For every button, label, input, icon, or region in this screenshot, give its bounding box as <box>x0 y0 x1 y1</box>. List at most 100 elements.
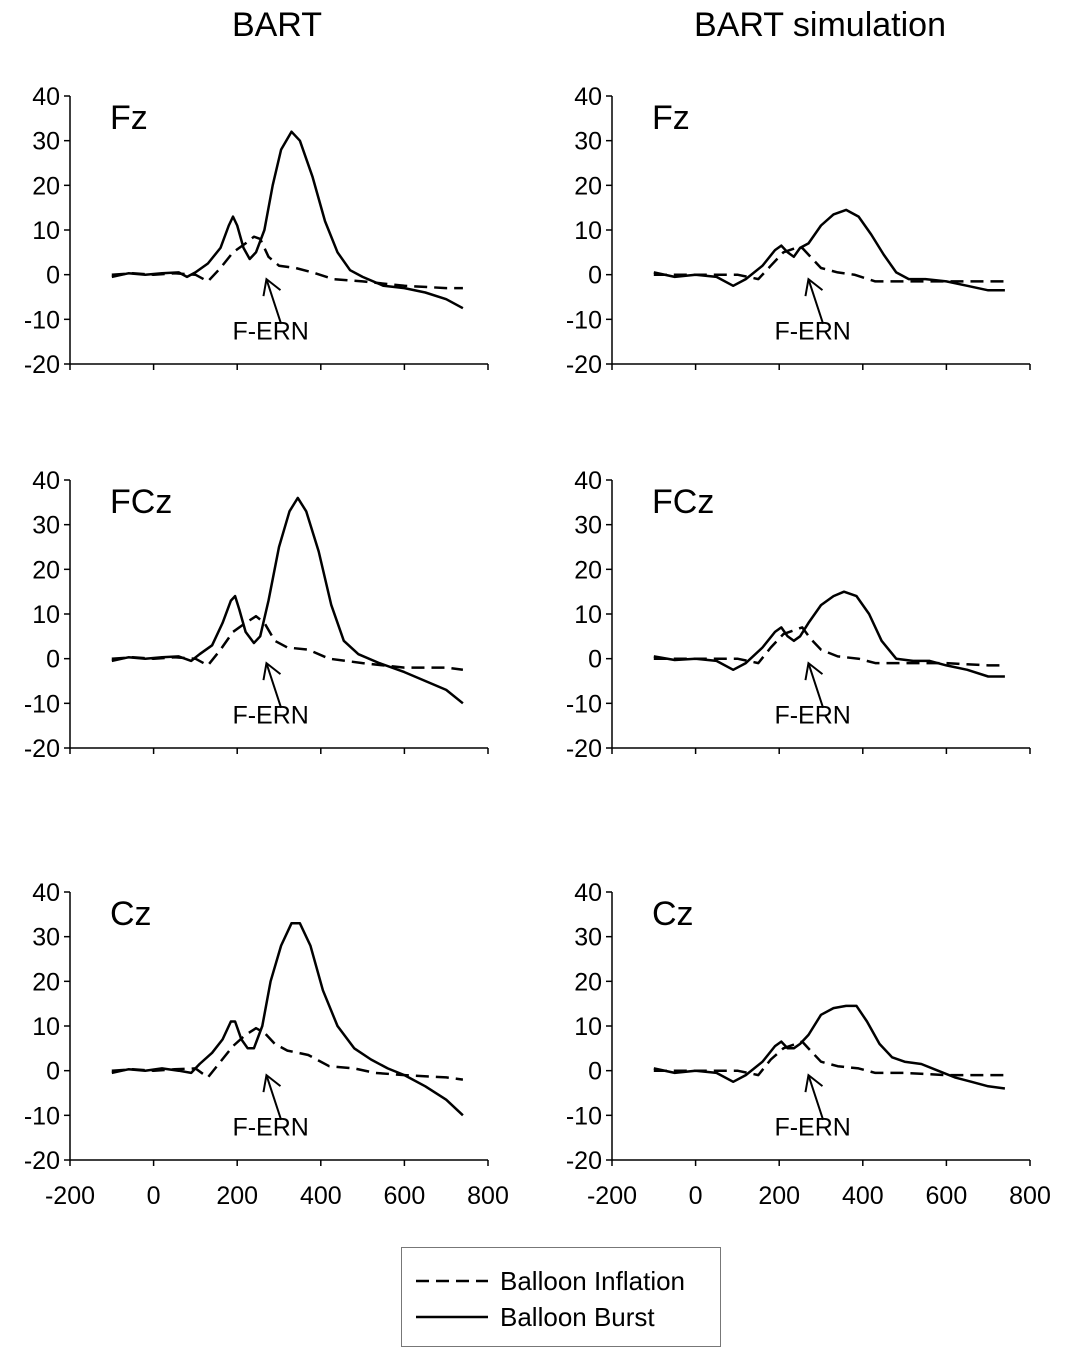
f-ern-label: F-ERN <box>774 1113 850 1141</box>
f-ern-arrow <box>807 278 825 325</box>
y-tick-label: 10 <box>32 1013 60 1041</box>
legend-item-burst: Balloon Burst <box>416 1302 655 1332</box>
panel-label: Cz <box>652 895 694 933</box>
y-tick-label: 20 <box>574 556 602 584</box>
f-ern-arrowhead <box>262 1073 282 1093</box>
series-line-balloon-burst <box>653 590 1005 678</box>
x-tick-label: -200 <box>587 1182 637 1210</box>
f-ern-arrow <box>807 662 825 709</box>
chart-panel-fz-simulation: 40 30 20 10 0 -10 -20 Fz F-ERN <box>566 83 1031 379</box>
f-ern-label: F-ERN <box>774 317 850 345</box>
y-tick-label: -10 <box>566 306 602 334</box>
column-title-bart-simulation: BART simulation <box>694 6 946 44</box>
chart-panel-cz-bart: 40 30 20 10 0 -10 -20 -200 0 200 400 600 800 Cz F-ERN <box>24 879 509 1210</box>
x-tick-label: 0 <box>689 1182 703 1210</box>
y-tick-label: -10 <box>24 1102 60 1130</box>
f-ern-arrow <box>265 662 283 709</box>
series-line-balloon-inflation <box>653 246 1005 283</box>
f-ern-arrow <box>265 1074 283 1121</box>
y-tick-label: 30 <box>32 924 60 952</box>
y-tick-label: 20 <box>32 968 60 996</box>
x-tick-label: 600 <box>926 1182 968 1210</box>
y-tick-label: 40 <box>574 879 602 907</box>
f-ern-arrowhead <box>262 661 282 681</box>
y-tick-label: -20 <box>566 351 602 379</box>
f-ern-arrow <box>807 1074 825 1121</box>
panel-label: Fz <box>652 99 690 137</box>
x-tick-label: -200 <box>45 1182 95 1210</box>
y-tick-label: 40 <box>32 83 60 111</box>
y-tick-label: -10 <box>566 690 602 718</box>
x-tick-label: 200 <box>758 1182 800 1210</box>
legend: Balloon Inflation Balloon Burst <box>401 1247 721 1347</box>
y-tick-label: 10 <box>32 217 60 245</box>
dashed-line-swatch <box>416 1279 488 1283</box>
y-tick-label: 0 <box>588 262 602 290</box>
series-line-balloon-inflation <box>653 1040 1005 1077</box>
y-tick-label: 0 <box>46 262 60 290</box>
y-tick-label: 10 <box>574 601 602 629</box>
column-title-bart: BART <box>231 6 323 44</box>
y-tick-label: 0 <box>46 646 60 674</box>
erp-figure: 40 30 20 10 0 -10 -20 Fz F-ERN 40 30 20 10 0 -10 -20 Fz F… <box>24 83 1051 1210</box>
f-ern-arrowhead <box>262 277 282 297</box>
y-tick-label: -20 <box>24 351 60 379</box>
chart-panel-cz-simulation: 40 30 20 10 0 -10 -20 -200 0 200 400 600 800 Cz F-ERN <box>566 879 1051 1210</box>
y-tick-label: -20 <box>566 735 602 763</box>
y-tick-label: 40 <box>32 467 60 495</box>
f-ern-label: F-ERN <box>774 701 850 729</box>
panel-label: Fz <box>110 99 148 137</box>
y-tick-label: 30 <box>574 512 602 540</box>
y-tick-label: -10 <box>24 690 60 718</box>
y-tick-label: 20 <box>574 968 602 996</box>
y-tick-label: 30 <box>574 924 602 952</box>
y-tick-label: 20 <box>32 172 60 200</box>
panel-label: FCz <box>652 483 714 521</box>
series-line-balloon-burst <box>653 1004 1006 1090</box>
series-line-balloon-burst <box>653 208 1005 292</box>
series-line-balloon-burst <box>111 496 464 705</box>
x-tick-label: 800 <box>467 1182 509 1210</box>
y-tick-label: -20 <box>24 1147 60 1175</box>
y-tick-label: -10 <box>566 1102 602 1130</box>
x-tick-label: 400 <box>842 1182 884 1210</box>
y-tick-label: 40 <box>574 83 602 111</box>
f-ern-label: F-ERN <box>232 317 308 345</box>
chart-panel-fz-bart: 40 30 20 10 0 -10 -20 Fz F-ERN <box>24 83 489 379</box>
y-tick-label: 40 <box>32 879 60 907</box>
x-tick-label: 400 <box>300 1182 342 1210</box>
f-ern-arrowhead <box>804 1073 824 1093</box>
f-ern-label: F-ERN <box>232 701 308 729</box>
f-ern-arrow <box>265 278 283 325</box>
x-tick-label: 200 <box>216 1182 258 1210</box>
y-tick-label: 30 <box>574 128 602 156</box>
chart-panel-fcz-bart: 40 30 20 10 0 -10 -20 FCz F-ERN <box>24 467 489 763</box>
solid-line-swatch <box>416 1315 488 1319</box>
y-tick-label: 20 <box>32 556 60 584</box>
f-ern-arrowhead <box>804 277 824 297</box>
x-tick-label: 0 <box>147 1182 161 1210</box>
legend-label-burst: Balloon Burst <box>500 1301 655 1332</box>
y-tick-label: 0 <box>588 646 602 674</box>
series-line-balloon-inflation <box>653 626 1005 667</box>
y-tick-label: 30 <box>32 128 60 156</box>
x-tick-label: 600 <box>384 1182 426 1210</box>
y-tick-label: 40 <box>574 467 602 495</box>
series-line-balloon-burst <box>111 922 464 1117</box>
legend-item-inflation: Balloon Inflation <box>416 1266 685 1296</box>
panel-label: FCz <box>110 483 172 521</box>
x-tick-label: 800 <box>1009 1182 1051 1210</box>
f-ern-label: F-ERN <box>232 1113 308 1141</box>
y-tick-label: 10 <box>32 601 60 629</box>
y-tick-label: 10 <box>574 1013 602 1041</box>
y-tick-label: 20 <box>574 172 602 200</box>
y-tick-label: -20 <box>566 1147 602 1175</box>
y-tick-label: 0 <box>46 1058 60 1086</box>
chart-panel-fcz-simulation: 40 30 20 10 0 -10 -20 FCz F-ERN <box>566 467 1031 763</box>
legend-label-inflation: Balloon Inflation <box>500 1265 686 1296</box>
y-tick-label: -10 <box>24 306 60 334</box>
f-ern-arrowhead <box>804 661 824 681</box>
series-line-balloon-inflation <box>111 1026 464 1081</box>
series-line-balloon-inflation <box>111 614 464 672</box>
series-line-balloon-burst <box>111 130 464 310</box>
